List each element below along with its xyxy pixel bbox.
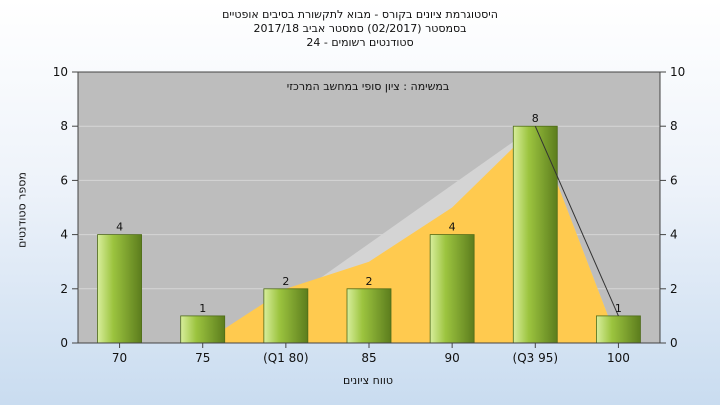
y-ticks-left: 0 2 4 6 8 10 [53, 65, 78, 350]
bar [346, 288, 392, 344]
title-line-3: סטודנטים רשומים - 24 [306, 36, 414, 49]
title-line-2: בסמסטר (02/2017) סמסטר אביב 2017/18 [253, 22, 467, 35]
y-tick-label-left: 6 [60, 173, 68, 187]
y-tick-label-left: 10 [53, 65, 68, 79]
cumulative-area [119, 126, 619, 343]
bar [596, 315, 641, 344]
bar [180, 315, 226, 344]
bar [512, 125, 558, 344]
y-tick-label-right: 0 [670, 336, 678, 350]
data-label: 4 [449, 221, 456, 234]
y-tick-label-right: 4 [670, 228, 678, 242]
y-ticks-right: 0 2 4 6 8 10 [660, 65, 685, 350]
y-tick-label-right: 10 [670, 65, 685, 79]
data-label: 2 [366, 275, 373, 288]
title-line-1: היסטוגרמת ציונים בקורס - מבוא לתקשורת בס… [222, 8, 498, 21]
y-tick-label-right: 8 [670, 119, 678, 133]
y-tick-label-left: 8 [60, 119, 68, 133]
y-tick-label-right: 2 [670, 282, 678, 296]
bars [97, 125, 641, 344]
x-ticks: 70 75 (Q1 80) 85 90 (Q3 95) 100 [112, 343, 630, 365]
x-tick-label: 75 [195, 351, 210, 365]
data-labels: 4 1 2 2 4 8 1 [116, 112, 622, 315]
x-tick-label: 90 [445, 351, 460, 365]
y-tick-label-left: 4 [60, 228, 68, 242]
data-label: 1 [199, 302, 206, 315]
bar [97, 234, 142, 344]
bar [429, 234, 475, 344]
plot-frame [77, 71, 661, 344]
data-label: 8 [532, 112, 539, 125]
chart-annotation: במשימה : ציון סופי במחשב המרכזי [287, 80, 450, 93]
y-tick-label-left: 2 [60, 282, 68, 296]
data-label: 2 [282, 275, 289, 288]
x-tick-label: 85 [361, 351, 376, 365]
x-tick-label: 100 [607, 351, 630, 365]
bar [263, 288, 309, 344]
y-tick-label-right: 6 [670, 173, 678, 187]
chart-title: היסטוגרמת ציונים בקורס - מבוא לתקשורת בס… [0, 8, 720, 50]
trend-line [534, 125, 619, 317]
y-tick-label-left: 0 [60, 336, 68, 350]
x-tick-label: 70 [112, 351, 127, 365]
x-axis-title: טווח ציונים [343, 374, 393, 387]
data-label: 4 [116, 221, 123, 234]
data-label: 1 [615, 302, 622, 315]
x-tick-label: (Q1 80) [263, 351, 309, 365]
x-tick-label: (Q3 95) [513, 351, 559, 365]
